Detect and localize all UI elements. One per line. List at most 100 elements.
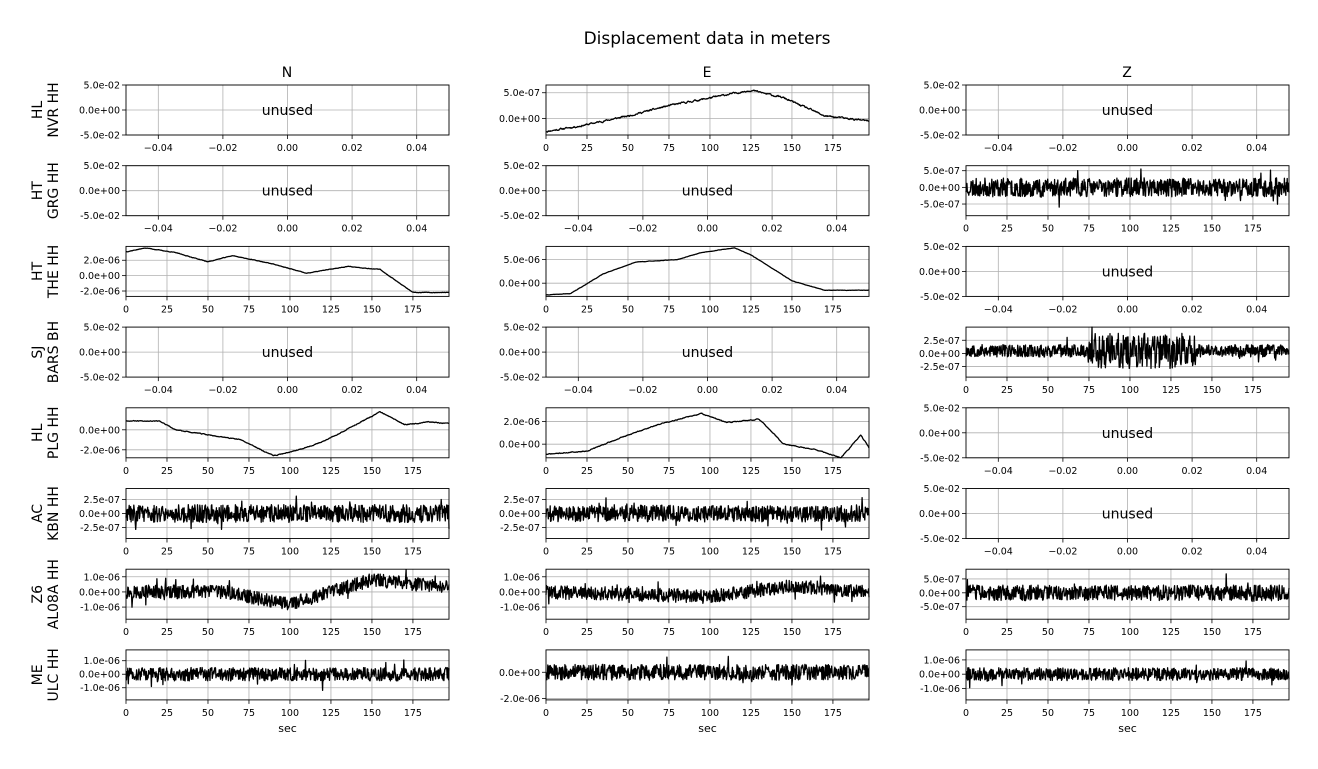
x-tick-label: 100 — [281, 466, 299, 477]
x-tick-label: 125 — [742, 143, 760, 154]
y-tick-label: 0.0e+00 — [499, 114, 540, 125]
axes-frame — [545, 84, 870, 136]
network-code: HT — [30, 181, 46, 201]
x-tick-label: 175 — [404, 708, 422, 719]
x-tick-label: 175 — [824, 708, 842, 719]
y-tick-label: 5.0e-02 — [84, 323, 120, 334]
waveform-trace — [125, 659, 450, 691]
x-tick-label: 75 — [663, 708, 675, 719]
x-axis-label: sec — [698, 722, 717, 735]
column-title-e: E — [703, 65, 712, 81]
x-tick-label: 0.04 — [406, 143, 427, 154]
x-tick-label: 0 — [543, 547, 549, 558]
waveform-trace — [965, 573, 1290, 602]
unused-label: unused — [262, 345, 313, 361]
figure-title: Displacement data in meters — [584, 29, 831, 49]
x-tick-label: 25 — [581, 466, 593, 477]
y-tick-label: 0.0e+00 — [499, 279, 540, 290]
x-tick-label: 0 — [123, 708, 129, 719]
station-label-3: SJ BARS BH — [30, 321, 62, 383]
x-tick-label: 0 — [543, 143, 549, 154]
y-tick-label: 0.0e+00 — [79, 425, 120, 436]
x-tick-label: 75 — [663, 466, 675, 477]
x-tick-label: 25 — [161, 547, 173, 558]
x-tick-label: 25 — [581, 304, 593, 315]
x-tick-label: −0.02 — [208, 385, 237, 396]
station-label-2: HT THE HH — [30, 245, 62, 299]
axes-frame — [545, 568, 870, 620]
x-tick-label: 175 — [824, 627, 842, 638]
station-channel: BARS BH — [46, 321, 62, 383]
unused-label: unused — [1102, 426, 1153, 442]
x-tick-label: 150 — [783, 143, 801, 154]
y-tick-label: -2.5e-07 — [920, 362, 960, 373]
x-tick-label: 50 — [622, 547, 634, 558]
x-tick-label: 0.00 — [1117, 547, 1138, 558]
x-tick-label: 25 — [161, 627, 173, 638]
x-tick-label: 0.04 — [1246, 547, 1267, 558]
x-tick-label: 0.02 — [1182, 547, 1203, 558]
x-tick-label: 100 — [1121, 385, 1139, 396]
station-label-5: AC KBN HH — [30, 486, 62, 541]
x-tick-label: 0.04 — [1246, 143, 1267, 154]
y-tick-label: 0.0e+00 — [79, 106, 120, 117]
x-tick-label: −0.02 — [628, 224, 657, 235]
x-tick-label: 0.02 — [342, 224, 363, 235]
panel-r3-c1: unused −0.04 −0.02 0.00 0.02 0.04 -5.0e-02 0.0e… — [499, 323, 870, 396]
y-tick-label: -5.0e-02 — [920, 453, 960, 464]
x-tick-label: 100 — [1121, 224, 1139, 235]
y-tick-label: -2.0e-06 — [80, 287, 120, 298]
network-code: AC — [30, 504, 46, 523]
y-tick-label: -5.0e-02 — [80, 373, 120, 384]
axes-frame — [965, 649, 1290, 701]
station-channel: KBN HH — [46, 486, 62, 541]
x-tick-label: 0 — [963, 224, 969, 235]
x-axis-label: sec — [1118, 722, 1137, 735]
x-tick-label: 75 — [243, 547, 255, 558]
panel-r7-c2: 0 25 50 75 100 125 150 175 -1.0e-06 0.0e+00 1.0e-0… — [919, 649, 1290, 735]
x-tick-label: 125 — [1162, 708, 1180, 719]
x-tick-label: 150 — [783, 708, 801, 719]
x-tick-label: 100 — [281, 627, 299, 638]
x-tick-label: −0.04 — [564, 385, 593, 396]
x-tick-label: 50 — [622, 627, 634, 638]
y-tick-label: -1.0e-06 — [80, 683, 120, 694]
panel-r2-c2: unused −0.04 −0.02 0.00 0.02 0.04 -5.0e-02 0.0e… — [919, 242, 1290, 315]
x-tick-label: 0 — [543, 304, 549, 315]
y-tick-label: 0.0e+00 — [79, 587, 120, 598]
y-tick-label: 0.0e+00 — [919, 428, 960, 439]
x-tick-label: 175 — [404, 627, 422, 638]
x-tick-label: −0.04 — [144, 224, 173, 235]
x-tick-label: 50 — [1042, 627, 1054, 638]
x-tick-label: 125 — [322, 466, 340, 477]
x-tick-label: 0.02 — [342, 143, 363, 154]
x-tick-label: 50 — [622, 466, 634, 477]
y-tick-label: 2.5e-07 — [504, 495, 540, 506]
x-tick-label: 50 — [622, 708, 634, 719]
x-tick-label: 0.04 — [826, 224, 847, 235]
station-label-1: HT GRG HH — [30, 162, 62, 219]
x-tick-label: 75 — [1083, 627, 1095, 638]
panel-r7-c0: 0 25 50 75 100 125 150 175 -1.0e-06 0.0e+00 1.0e-0… — [79, 649, 450, 735]
y-tick-label: -2.0e-06 — [500, 694, 540, 705]
panel-r4-c2: unused −0.04 −0.02 0.00 0.02 0.04 -5.0e-02 0.0e… — [919, 403, 1290, 477]
y-tick-label: 0.0e+00 — [499, 186, 540, 197]
waveform-trace — [965, 168, 1290, 208]
waveform-trace — [545, 412, 870, 459]
x-tick-label: −0.04 — [984, 466, 1013, 477]
x-tick-label: 50 — [202, 627, 214, 638]
x-tick-label: 0 — [963, 627, 969, 638]
x-tick-label: 25 — [161, 708, 173, 719]
waveform-trace — [125, 410, 450, 457]
x-tick-label: 125 — [322, 304, 340, 315]
panel-r7-c1: 0 25 50 75 100 125 150 175 -2.0e-06 0.0e+00 sec — [499, 649, 870, 735]
x-tick-label: 100 — [281, 708, 299, 719]
waveform-trace — [965, 326, 1290, 370]
x-tick-label: 0.02 — [1182, 466, 1203, 477]
network-code: HT — [30, 261, 46, 281]
axes-frame — [125, 245, 450, 297]
panel-r2-c1: 0 25 50 75 100 125 150 175 0.0e+00 5.0e-06 — [499, 245, 870, 315]
panel-r3-c0: unused −0.04 −0.02 0.00 0.02 0.04 -5.0e-02 0.0e… — [79, 323, 450, 396]
x-tick-label: 100 — [1121, 708, 1139, 719]
waveform-trace — [545, 575, 870, 605]
